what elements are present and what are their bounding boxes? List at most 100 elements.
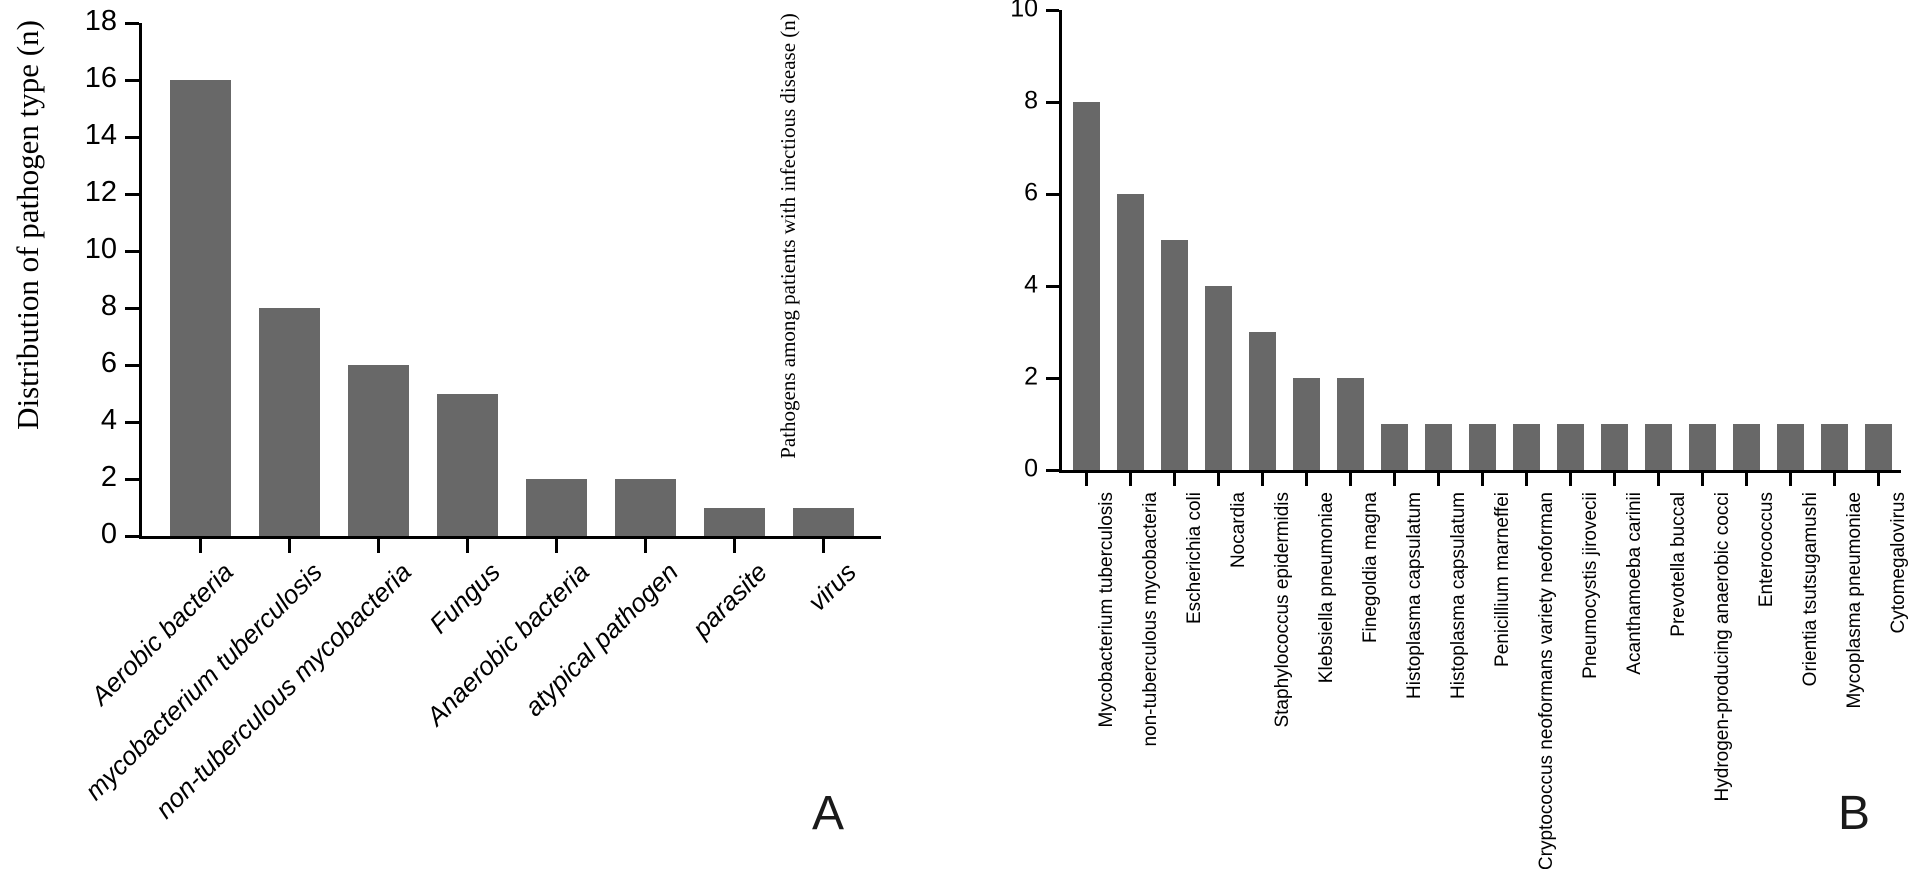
bar — [259, 308, 320, 536]
x-category-label: Histoplasma capsulatum — [1403, 492, 1425, 699]
y-tick-label: 18 — [84, 5, 117, 38]
x-tick — [1525, 473, 1528, 486]
panel-b-y-axis-title: Pathogens among patients with infectious… — [776, 13, 800, 459]
x-tick — [555, 539, 558, 553]
y-tick — [125, 79, 139, 82]
bar — [526, 479, 587, 536]
bar — [1821, 424, 1848, 470]
y-tick-label: 10 — [1010, 0, 1038, 23]
bar — [1249, 332, 1276, 470]
bar — [1205, 286, 1232, 470]
x-tick — [1789, 473, 1792, 486]
y-tick-label: 16 — [84, 62, 117, 95]
bar — [1161, 240, 1188, 470]
x-category-label: Escherichia coli — [1183, 492, 1205, 624]
x-tick — [466, 539, 469, 553]
x-category-label: Pneumocystis jirovecii — [1579, 492, 1601, 679]
y-tick — [125, 22, 139, 25]
x-category-label: Mycobacterium tuberculosis — [1095, 492, 1117, 728]
x-tick — [199, 539, 202, 553]
y-tick-label: 4 — [100, 404, 117, 437]
x-tick — [288, 539, 291, 553]
y-tick-label: 8 — [1024, 86, 1038, 115]
bar — [1733, 424, 1760, 470]
bar — [1469, 424, 1496, 470]
x-tick — [1349, 473, 1352, 486]
x-tick — [1613, 473, 1616, 486]
y-axis-line — [1059, 10, 1062, 473]
bar — [1689, 424, 1716, 470]
x-tick — [1173, 473, 1176, 486]
y-tick-label: 10 — [84, 233, 117, 266]
x-axis-line — [139, 536, 881, 539]
y-tick-label: 6 — [1024, 178, 1038, 207]
bar — [615, 479, 676, 536]
bar — [348, 365, 409, 536]
y-tick-label: 6 — [100, 347, 117, 380]
panel-b-letter: B — [1838, 787, 1871, 840]
y-tick — [125, 421, 139, 424]
x-category-label: Orientia tsutsugamushi — [1799, 492, 1821, 687]
y-tick — [1046, 377, 1059, 380]
y-tick-label: 8 — [100, 290, 117, 323]
y-tick — [125, 535, 139, 538]
bar — [1865, 424, 1892, 470]
x-category-label: Finegoldia magna — [1359, 492, 1381, 644]
bar — [1557, 424, 1584, 470]
y-tick-label: 2 — [100, 461, 117, 494]
y-tick — [125, 364, 139, 367]
x-category-label: Hydrogen-producing anaerobic cocci — [1711, 492, 1733, 802]
bar — [1601, 424, 1628, 470]
y-tick-label: 0 — [100, 518, 117, 551]
x-tick — [1657, 473, 1660, 486]
x-tick — [1877, 473, 1880, 486]
bar — [1337, 378, 1364, 470]
x-category-label: Penicillium marneffei — [1491, 492, 1513, 667]
y-tick — [125, 250, 139, 253]
x-category-label: Klebsiella pneumoniae — [1315, 492, 1337, 684]
x-tick — [1129, 473, 1132, 486]
x-category-label: Acanthamoeba carinii — [1623, 492, 1645, 675]
bar — [1117, 194, 1144, 470]
y-tick-label: 14 — [84, 119, 117, 152]
y-tick-label: 4 — [1024, 270, 1038, 299]
x-tick — [822, 539, 825, 553]
bar — [1381, 424, 1408, 470]
bar — [1073, 102, 1100, 470]
y-tick — [125, 193, 139, 196]
bar — [1645, 424, 1672, 470]
bar — [704, 507, 765, 536]
y-tick — [125, 478, 139, 481]
y-tick — [1046, 101, 1059, 104]
x-tick — [377, 539, 380, 553]
x-tick — [1085, 473, 1088, 486]
bar — [793, 507, 854, 536]
x-category-label: Prevotella buccal — [1667, 492, 1689, 637]
x-category-label: Aerobic bacteria — [84, 556, 239, 711]
x-tick — [644, 539, 647, 553]
x-tick — [1217, 473, 1220, 486]
x-tick — [1261, 473, 1264, 486]
x-category-label: Cytomegalovirus — [1887, 492, 1909, 634]
y-tick — [1046, 9, 1059, 12]
x-axis-line — [1059, 470, 1901, 473]
x-category-label: Nocardia — [1227, 492, 1249, 569]
y-tick — [1046, 285, 1059, 288]
x-tick — [1305, 473, 1308, 486]
bar — [170, 80, 231, 536]
x-tick — [1701, 473, 1704, 486]
x-tick — [1745, 473, 1748, 486]
x-category-label: Staphylococcus epidermidis — [1271, 492, 1293, 728]
x-tick — [733, 539, 736, 553]
x-category-label: Enterococcus — [1755, 492, 1777, 608]
y-tick — [125, 307, 139, 310]
y-tick-label: 12 — [84, 176, 117, 209]
x-tick — [1569, 473, 1572, 486]
bar — [1293, 378, 1320, 470]
bar — [437, 393, 498, 536]
bar — [1777, 424, 1804, 470]
y-axis-line — [139, 23, 142, 539]
x-category-label: non-tuberculous mycobacteria — [1139, 492, 1161, 747]
x-tick — [1393, 473, 1396, 486]
